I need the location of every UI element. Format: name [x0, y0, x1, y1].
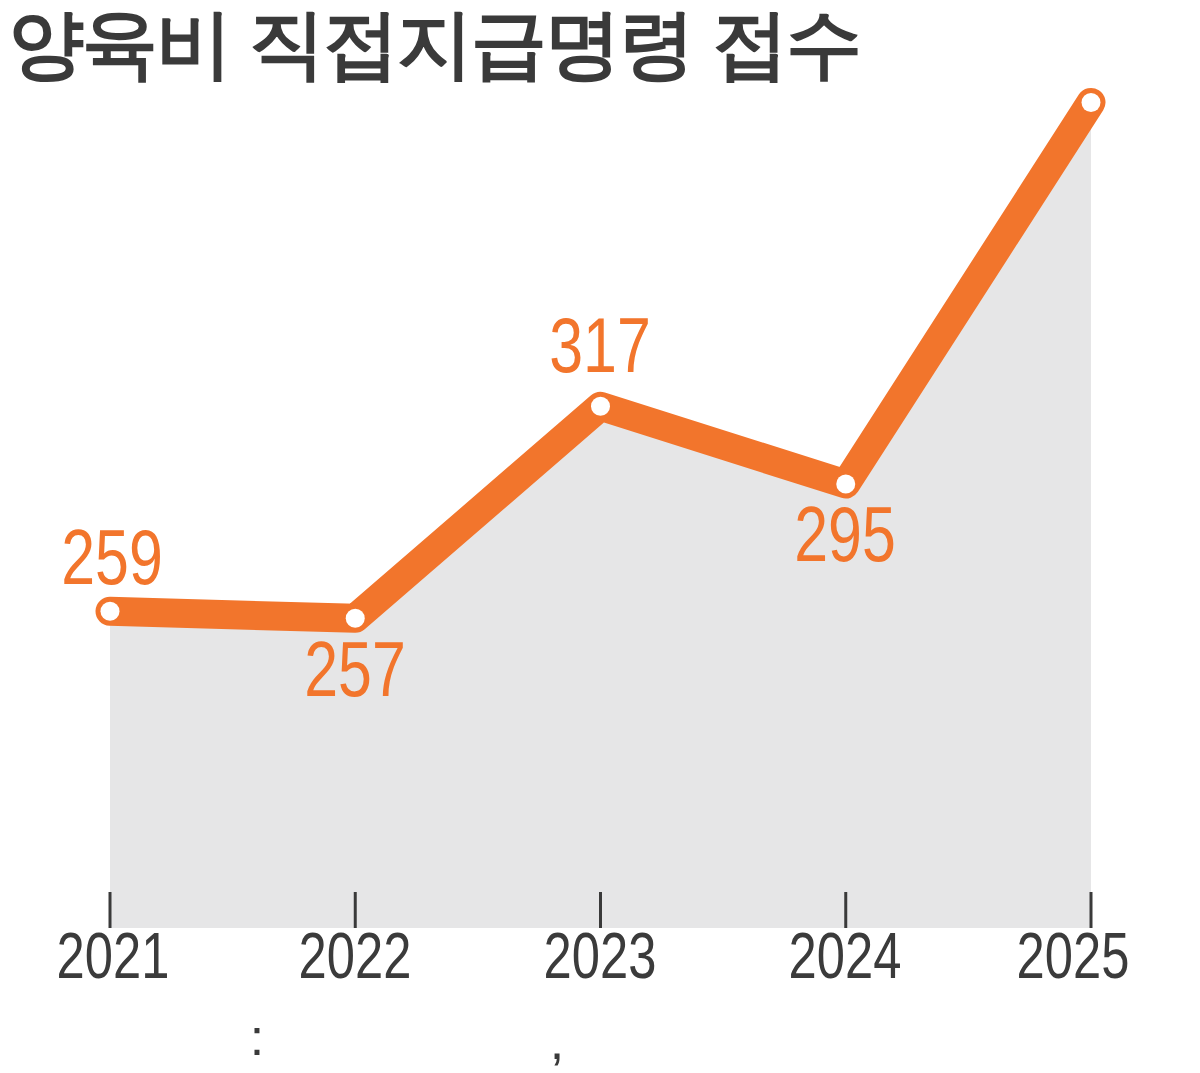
caption-comma: ,	[550, 1015, 564, 1067]
child-support-order-infographic: 양육비 직접지급명령 접수 259 257 317 295 2021 2022 …	[0, 0, 1200, 1073]
axis-label-2023: 2023	[544, 923, 657, 988]
value-label-2021: 259	[61, 518, 163, 596]
value-label-2023: 317	[549, 306, 651, 384]
axis-label-2024: 2024	[789, 923, 902, 988]
marker-2025	[1082, 93, 1101, 112]
line-area-chart	[0, 0, 1200, 1073]
axis-label-2025: 2025	[1017, 923, 1130, 988]
value-label-2022: 257	[304, 630, 406, 708]
value-label-2024: 295	[794, 495, 896, 573]
axis-label-2022: 2022	[299, 923, 412, 988]
marker-2023	[591, 397, 610, 416]
marker-2021	[101, 602, 120, 621]
area-fill	[110, 102, 1091, 928]
axis-label-2021: 2021	[57, 923, 170, 988]
caption-colon: :	[250, 1011, 264, 1063]
